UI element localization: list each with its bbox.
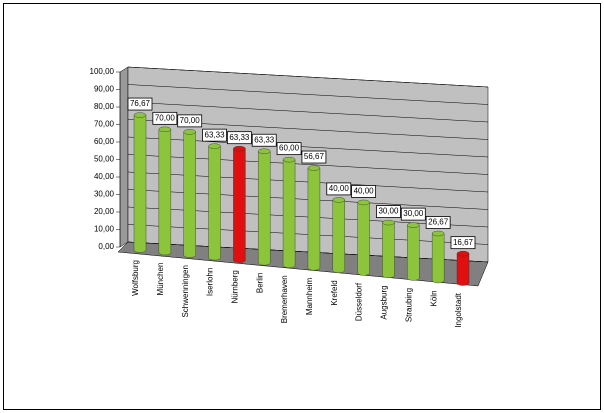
bar-top (456, 250, 470, 257)
x-tick-label: Mannheim (305, 277, 314, 315)
value-label: 76,67 (130, 99, 151, 108)
y-tick-label: 40,00 (94, 172, 115, 181)
y-tick-label: 30,00 (94, 190, 115, 199)
x-tick-label: Nürnberg (230, 270, 239, 303)
bar-top (332, 197, 345, 203)
value-label: 60,00 (279, 144, 300, 153)
value-label-box (326, 182, 352, 196)
bar (158, 129, 171, 253)
value-label-box (226, 131, 252, 145)
value-label-box (251, 133, 277, 147)
y-tick-label: 60,00 (94, 137, 115, 146)
value-label-box (127, 97, 153, 111)
value-label-box (152, 111, 178, 125)
value-label: 63,33 (205, 130, 226, 139)
x-tick-label: Krefeld (330, 280, 339, 305)
bar (258, 151, 271, 263)
value-label-box (376, 205, 401, 218)
value-label: 30,00 (378, 207, 399, 216)
x-tick-label: Ingolstadt (454, 292, 463, 327)
value-label-box (400, 207, 426, 221)
value-label: 56,67 (304, 152, 325, 161)
x-tick-label: Straubing (404, 288, 413, 322)
bar-top (307, 165, 321, 171)
side-wall (119, 66, 129, 248)
value-label-box (450, 236, 476, 250)
y-tick-label: 90,00 (94, 85, 115, 94)
value-label-box (351, 185, 377, 198)
bar-top (183, 129, 196, 135)
value-label: 40,00 (329, 184, 350, 193)
bar-top (431, 230, 445, 237)
x-tick-label: Düsseldorf (355, 282, 364, 321)
value-label: 16,67 (453, 238, 474, 247)
x-tick-label: Iserlohn (206, 268, 215, 296)
grid-line (127, 84, 489, 105)
x-tick-label: Köln (429, 290, 438, 306)
bar-top (382, 219, 395, 226)
y-tick-label: 100,00 (90, 67, 115, 76)
bar-top (258, 148, 271, 154)
value-label: 40,00 (354, 187, 375, 196)
y-tick-label: 80,00 (94, 102, 115, 111)
y-tick-label: 20,00 (94, 207, 115, 216)
bar (183, 131, 196, 256)
value-label-box (177, 114, 203, 128)
y-tick-label: 70,00 (94, 120, 115, 129)
grid-line (127, 101, 489, 123)
value-label: 30,00 (403, 209, 424, 218)
bar (134, 115, 146, 251)
y-tick-label: 50,00 (94, 155, 115, 164)
x-tick-label: Wolfsburg (131, 260, 140, 296)
value-label-box (301, 150, 327, 164)
bar (357, 202, 370, 273)
y-tick-label: 10,00 (94, 225, 115, 234)
bar (332, 199, 345, 271)
bar (457, 253, 469, 283)
bar (233, 148, 246, 261)
bar (407, 225, 420, 278)
x-tick-label: München (156, 263, 165, 296)
x-tick-label: Bremerhaven (280, 275, 289, 323)
x-tick-label: Augsburg (380, 285, 389, 319)
value-label-box (202, 128, 227, 142)
y-tick-label: 0,00 (98, 242, 114, 251)
bar (208, 146, 221, 258)
bar-top (357, 199, 370, 206)
value-label-box (276, 142, 302, 156)
bar-top (282, 156, 296, 163)
bar (283, 159, 296, 266)
value-label: 63,33 (254, 135, 275, 144)
bar (307, 168, 320, 268)
bar-top (158, 126, 172, 133)
bar-top (233, 145, 246, 152)
bar-top (133, 112, 147, 118)
bar-top (407, 222, 420, 228)
bar-top (208, 143, 221, 149)
x-tick-label: Berlin (255, 273, 264, 293)
bar (382, 222, 395, 276)
bar (432, 233, 445, 281)
value-label: 26,67 (428, 218, 449, 227)
grid-line (127, 66, 489, 88)
value-label-box (425, 216, 451, 229)
x-tick-label: Schwenningen (181, 265, 190, 317)
value-label: 70,00 (180, 116, 201, 125)
value-label: 70,00 (155, 113, 176, 122)
value-label: 63,33 (229, 133, 250, 142)
